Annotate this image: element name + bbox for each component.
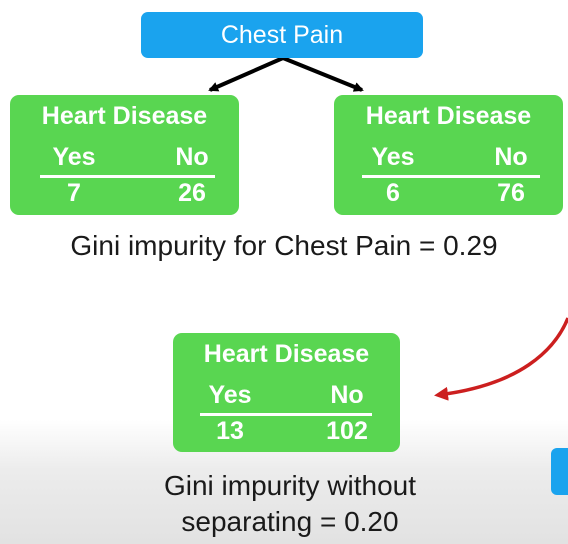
no-header: No (160, 143, 224, 172)
leaf-title: Heart Disease (10, 102, 239, 131)
header-rule (40, 175, 215, 178)
leaf-left: Heart Disease Yes No 7 26 (10, 95, 239, 215)
gini-unsplit-line-1: Gini impurity without (100, 468, 480, 504)
edge-left (210, 58, 283, 90)
leaf-title: Heart Disease (334, 102, 563, 131)
no-count: 76 (479, 179, 543, 208)
gini-chest-pain-caption: Gini impurity for Chest Pain = 0.29 (0, 230, 568, 262)
leaf-unsplit: Heart Disease Yes No 13 102 (173, 333, 400, 452)
no-header: No (315, 381, 379, 410)
yes-header: Yes (361, 143, 425, 172)
header-rule (200, 413, 372, 416)
gini-unsplit-line-2: separating = 0.20 (100, 504, 480, 540)
no-count: 26 (160, 179, 224, 208)
header-rule (362, 175, 540, 178)
partial-blue-node (551, 448, 568, 495)
yes-header: Yes (198, 381, 262, 410)
yes-count: 6 (361, 179, 425, 208)
yes-count: 13 (198, 417, 262, 446)
leaf-title: Heart Disease (173, 340, 400, 369)
gini-unsplit-caption: Gini impurity without separating = 0.20 (100, 468, 480, 540)
edge-right (283, 58, 362, 90)
root-node-chest-pain: Chest Pain (141, 12, 423, 58)
yes-header: Yes (42, 143, 106, 172)
no-header: No (479, 143, 543, 172)
yes-count: 7 (42, 179, 106, 208)
leaf-right: Heart Disease Yes No 6 76 (334, 95, 563, 215)
no-count: 102 (310, 417, 384, 446)
red-curved-arrow (438, 318, 568, 395)
